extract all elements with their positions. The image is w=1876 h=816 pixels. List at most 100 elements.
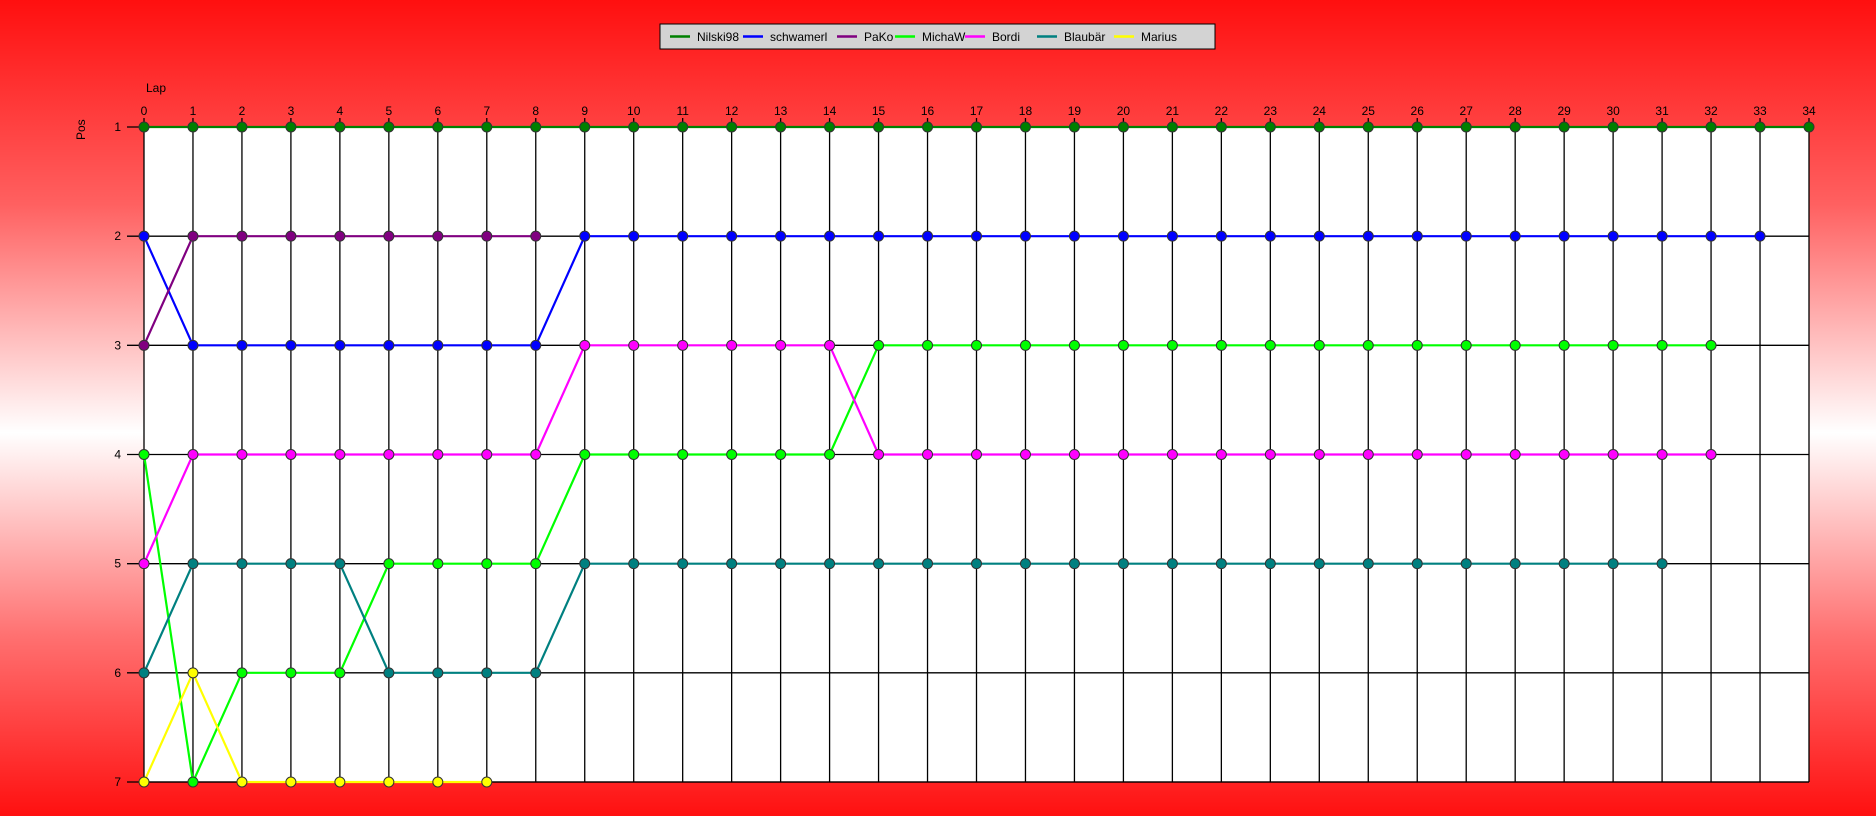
x-tick-label: 15	[872, 104, 886, 118]
data-point-MichaW	[1656, 339, 1668, 351]
data-point-Bordi	[971, 449, 982, 460]
data-point-MichaW	[873, 339, 885, 351]
data-point-Bordi	[824, 339, 836, 351]
data-point-schwamerl	[236, 339, 248, 351]
data-point-Blaubär	[1215, 558, 1227, 570]
data-point-schwamerl	[1019, 230, 1031, 242]
data-point-Bordi	[1264, 449, 1276, 460]
x-tick-label: 18	[1019, 104, 1033, 118]
data-point-Nilski98	[579, 121, 591, 133]
data-point-Marius	[383, 776, 395, 788]
data-point-PaKo	[285, 230, 297, 242]
data-point-MichaW	[628, 449, 640, 460]
data-point-PaKo	[481, 230, 493, 242]
data-point-MichaW	[1313, 339, 1325, 351]
x-tick-label: 28	[1508, 104, 1522, 118]
data-point-Blaubär	[971, 558, 982, 570]
legend-label: Marius	[1141, 30, 1177, 44]
data-point-MichaW	[579, 449, 591, 460]
x-tick-label: 6	[434, 104, 441, 118]
data-point-schwamerl	[1558, 230, 1570, 242]
data-point-Bordi	[1558, 449, 1570, 460]
data-point-Blaubär	[1117, 558, 1129, 570]
legend-label: MichaW	[922, 30, 966, 44]
data-point-MichaW	[1019, 339, 1031, 351]
data-point-MichaW	[971, 339, 982, 351]
data-point-Marius	[236, 776, 248, 788]
data-point-Bordi	[1019, 449, 1031, 460]
data-point-Nilski98	[1019, 121, 1031, 133]
data-point-schwamerl	[1460, 230, 1472, 242]
data-point-MichaW	[432, 558, 444, 570]
x-tick-label: 31	[1655, 104, 1669, 118]
data-point-Nilski98	[1509, 121, 1521, 133]
data-point-Nilski98	[775, 121, 787, 133]
data-point-Nilski98	[1068, 121, 1080, 133]
x-tick-label: 10	[627, 104, 641, 118]
data-point-Blaubär	[1509, 558, 1521, 570]
data-point-schwamerl	[432, 339, 444, 351]
data-point-schwamerl	[1509, 230, 1521, 242]
data-point-schwamerl	[873, 230, 885, 242]
data-point-Blaubär	[1656, 558, 1668, 570]
legend-label: schwamerl	[770, 30, 827, 44]
data-point-schwamerl	[1362, 230, 1374, 242]
data-point-Nilski98	[481, 121, 493, 133]
data-point-Bordi	[1460, 449, 1472, 460]
data-point-schwamerl	[1705, 230, 1717, 242]
data-point-Nilski98	[1558, 121, 1570, 133]
data-point-Nilski98	[677, 121, 689, 133]
legend-label: Blaubär	[1064, 30, 1105, 44]
y-tick-label: 3	[114, 338, 121, 352]
data-point-Nilski98	[1264, 121, 1276, 133]
data-point-schwamerl	[971, 230, 982, 242]
data-point-MichaW	[1509, 339, 1521, 351]
data-point-MichaW	[1362, 339, 1374, 351]
data-point-Nilski98	[236, 121, 248, 133]
data-point-MichaW	[726, 449, 738, 460]
series-points	[138, 121, 1815, 788]
data-point-Blaubär	[530, 667, 542, 679]
data-point-PaKo	[187, 230, 199, 242]
data-point-schwamerl	[922, 230, 934, 242]
data-point-Blaubär	[1460, 558, 1472, 570]
data-point-PaKo	[530, 230, 542, 242]
data-point-Bordi	[726, 339, 738, 351]
data-point-Bordi	[138, 558, 150, 570]
data-point-Nilski98	[873, 121, 885, 133]
data-point-Blaubär	[1313, 558, 1325, 570]
data-point-PaKo	[334, 230, 346, 242]
data-point-schwamerl	[1313, 230, 1325, 242]
data-point-Blaubär	[1411, 558, 1423, 570]
data-point-Nilski98	[1313, 121, 1325, 133]
data-point-Blaubär	[775, 558, 787, 570]
data-point-schwamerl	[677, 230, 689, 242]
data-point-MichaW	[334, 667, 346, 679]
data-point-Nilski98	[726, 121, 738, 133]
data-point-Blaubär	[383, 667, 395, 679]
data-point-Bordi	[1166, 449, 1178, 460]
data-point-MichaW	[530, 558, 542, 570]
data-point-schwamerl	[1656, 230, 1668, 242]
legend-label: Bordi	[992, 30, 1020, 44]
x-tick-label: 3	[288, 104, 295, 118]
data-point-MichaW	[1607, 339, 1619, 351]
data-point-Nilski98	[824, 121, 836, 133]
x-tick-label: 8	[532, 104, 539, 118]
data-point-Bordi	[873, 449, 885, 460]
data-point-schwamerl	[1607, 230, 1619, 242]
y-axis-ticks: 1 2 3 4 5 6 7	[114, 120, 121, 789]
data-point-schwamerl	[530, 339, 542, 351]
x-tick-label: 27	[1460, 104, 1474, 118]
x-tick-label: 5	[386, 104, 393, 118]
x-tick-label: 14	[823, 104, 837, 118]
y-tick-label: 6	[114, 666, 121, 680]
data-point-Blaubär	[334, 558, 346, 570]
data-point-schwamerl	[187, 339, 199, 351]
data-point-Blaubär	[628, 558, 640, 570]
data-point-Bordi	[334, 449, 346, 460]
data-point-Bordi	[530, 449, 542, 460]
series-line-schwamerl	[142, 235, 1761, 347]
data-point-MichaW	[824, 449, 836, 460]
